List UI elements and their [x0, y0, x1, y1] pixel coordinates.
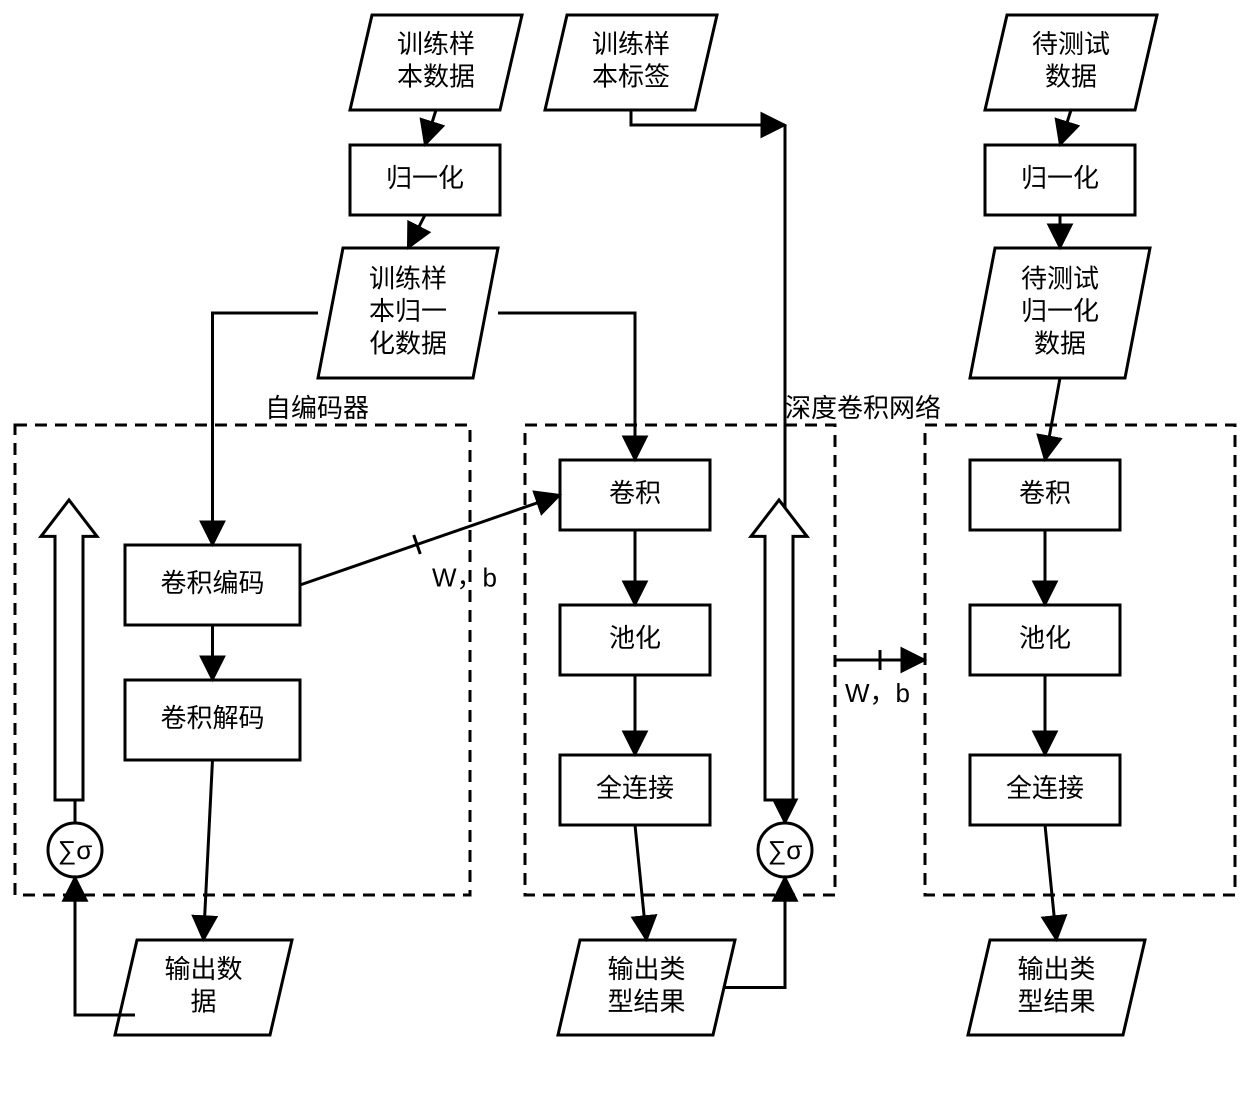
node-text-out_type1-0: 输出类	[607, 954, 685, 984]
node-conv_dec: 卷积解码	[125, 680, 300, 760]
arrow-labels-horiz	[631, 110, 785, 125]
node-text-train_norm-2: 化数据	[369, 328, 447, 358]
node-fc1: 全连接	[560, 755, 710, 825]
node-text-test_data-0: 待测试	[1032, 29, 1110, 59]
node-text-train_norm-0: 训练样	[369, 263, 447, 293]
node-text-test_norm-0: 待测试	[1021, 263, 1099, 293]
label-wb-1: W，b	[432, 562, 497, 592]
arrow-fc1-out1	[635, 825, 647, 940]
node-norm2: 归一化	[985, 145, 1135, 215]
node-text-test_norm-2: 数据	[1034, 328, 1086, 358]
node-text-fc2-0: 全连接	[1006, 773, 1084, 803]
arrow-test-to-norm2	[1060, 110, 1071, 145]
node-text-conv_enc-0: 卷积编码	[160, 568, 264, 598]
node-out_type2: 输出类型结果	[968, 940, 1145, 1035]
node-train_data: 训练样本数据	[350, 15, 522, 110]
arrow-dec-outdata	[204, 760, 213, 940]
node-test_norm: 待测试归一化数据	[970, 248, 1150, 378]
node-out_type1: 输出类型结果	[558, 940, 735, 1035]
arrow-wb-1	[300, 495, 560, 585]
node-text-test_data-1: 数据	[1045, 62, 1097, 92]
node-pool1: 池化	[560, 605, 710, 675]
node-text-train_data-1: 本数据	[397, 62, 475, 92]
label-dcnn: 深度卷积网络	[785, 393, 941, 423]
arrow-train-to-norm1	[425, 110, 436, 145]
node-pool2: 池化	[970, 605, 1120, 675]
node-conv1: 卷积	[560, 460, 710, 530]
sigma-text-2: ∑σ	[768, 835, 803, 865]
node-text-out_type1-1: 型结果	[607, 987, 685, 1017]
node-text-test_norm-1: 归一化	[1021, 296, 1099, 326]
node-conv2: 卷积	[970, 460, 1120, 530]
node-text-fc1-0: 全连接	[596, 773, 674, 803]
node-text-train_labels-0: 训练样	[592, 29, 670, 59]
node-train_norm: 训练样本归一化数据	[318, 248, 498, 378]
node-text-out_data-1: 据	[190, 987, 216, 1017]
node-conv_enc: 卷积编码	[125, 545, 300, 625]
arrow-trainnorm-to-enc	[213, 313, 319, 545]
node-fc2: 全连接	[970, 755, 1120, 825]
label-autoencoder: 自编码器	[265, 393, 369, 423]
node-text-conv2-0: 卷积	[1019, 478, 1071, 508]
node-text-pool1-0: 池化	[609, 623, 661, 653]
node-text-train_data-0: 训练样	[397, 29, 475, 59]
node-text-norm1-0: 归一化	[386, 163, 464, 193]
label-wb-2: W，b	[845, 678, 910, 708]
arrow-trainnorm-to-conv1	[498, 313, 635, 460]
node-norm1: 归一化	[350, 145, 500, 215]
node-text-norm2-0: 归一化	[1021, 163, 1099, 193]
node-text-train_norm-1: 本归一	[369, 296, 447, 326]
arrow-fc2-out2	[1045, 825, 1057, 940]
node-text-pool2-0: 池化	[1019, 623, 1071, 653]
arrow-testnorm-to-conv2	[1045, 378, 1060, 460]
node-test_data: 待测试数据	[985, 15, 1157, 110]
node-out_data: 输出数据	[115, 940, 292, 1035]
node-text-conv1-0: 卷积	[609, 478, 661, 508]
hollow-arrow-dcnn	[751, 500, 807, 800]
node-text-train_labels-1: 本标签	[592, 62, 670, 92]
node-text-out_type2-0: 输出类	[1017, 954, 1095, 984]
node-train_labels: 训练样本标签	[545, 15, 717, 110]
hollow-arrow-ae	[41, 500, 97, 800]
node-text-out_data-0: 输出数	[164, 954, 242, 984]
node-text-out_type2-1: 型结果	[1017, 987, 1095, 1017]
sigma-text-1: ∑σ	[58, 835, 93, 865]
arrow-norm1-to-trainnorm	[408, 215, 425, 248]
node-text-conv_dec-0: 卷积解码	[160, 703, 264, 733]
